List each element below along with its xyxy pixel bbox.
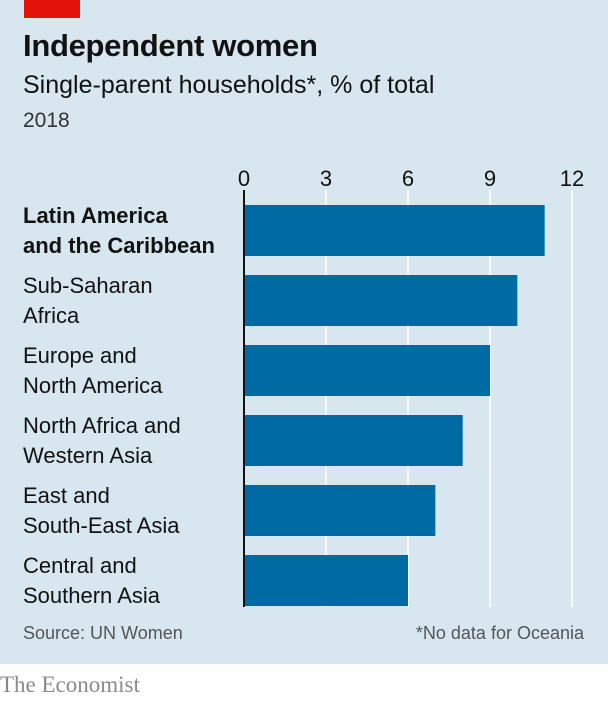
category-label: Sub-Saharan Africa [23,271,238,331]
category-label: Europe and North America [23,341,238,401]
chart-panel: Independent women Single-parent househol… [0,0,608,664]
category-label-line: Africa [23,302,80,328]
category-label-line: Central and [23,552,137,578]
chart-title: Independent women [23,28,318,63]
bar-3 [244,415,463,466]
category-label: East and South-East Asia [23,481,238,541]
category-label-line: Europe and [23,342,137,368]
x-tick-label: 9 [484,166,496,191]
category-label: Latin America and the Caribbean [23,201,238,261]
chart-subtitle: Single-parent households*, % of total [23,71,435,99]
bar-5 [244,555,408,606]
category-label-line: Southern Asia [23,582,160,608]
category-label-line: Western Asia [23,442,153,468]
category-label: Central and Southern Asia [23,551,238,611]
category-label-line: and the Caribbean [23,232,215,258]
x-tick-label: 0 [238,166,250,191]
bar-4 [244,485,436,536]
category-label-line: North America [23,372,163,398]
category-label-line: Sub-Saharan [23,272,153,298]
footnote: *No data for Oceania [415,623,584,643]
category-label-line: East and [23,482,110,508]
bar-1 [244,275,518,326]
category-label-line: South-East Asia [23,512,180,538]
x-tick-labels: 0 3 6 9 12 [238,166,584,191]
brand-wordmark: The Economist [0,672,140,697]
source-note: Source: UN Women [23,623,183,643]
bar-chart: 0 3 6 9 12 [238,166,584,607]
x-tick-label: 6 [402,166,414,191]
category-label: North Africa and Western Asia [23,411,238,471]
category-label-line: North Africa and [23,412,181,438]
x-tick-label: 3 [320,166,332,191]
bar-2 [244,345,490,396]
x-tick-label: 12 [560,166,584,191]
chart-year: 2018 [23,109,70,132]
gridlines [325,190,573,607]
bar-0 [244,205,545,256]
category-label-line: Latin America [23,202,168,228]
brand-red-tag [24,0,80,18]
bars [244,205,545,606]
